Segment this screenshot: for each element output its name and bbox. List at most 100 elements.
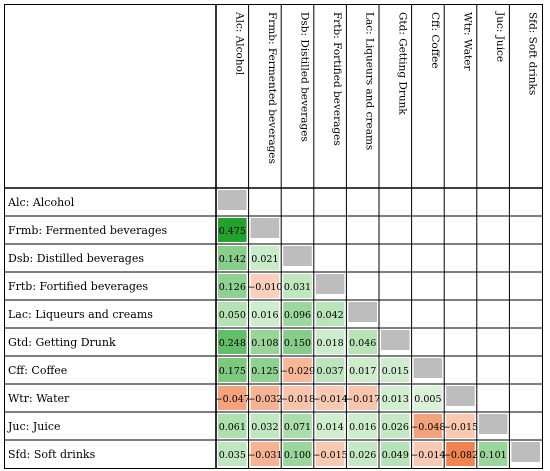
correlation-cell	[315, 442, 345, 466]
correlation-cell	[315, 330, 345, 354]
cell-value-label: 0.248	[219, 338, 246, 349]
correlation-cell	[283, 274, 312, 298]
cell-value-label: −0.014	[410, 450, 445, 461]
cell-value-label: −0.082	[443, 450, 478, 461]
row-label: Lac: Liqueurs and creams	[8, 308, 153, 321]
row-label: Sfd: Soft drinks	[8, 448, 96, 461]
correlation-cell	[348, 414, 377, 438]
cell-value-label: 0.142	[219, 254, 246, 265]
cell-value-label: 0.026	[349, 450, 376, 461]
cell-value-label: 0.100	[284, 450, 311, 461]
cell-value-label: 0.032	[251, 422, 278, 433]
correlation-cell	[381, 386, 410, 410]
table-border	[4, 4, 543, 469]
cell-value-label: −0.015	[313, 450, 348, 461]
column-header: Alc: Alcohol	[233, 11, 245, 76]
correlation-cell	[381, 414, 410, 438]
cell-value-label: 0.475	[219, 226, 246, 237]
correlation-cell	[381, 442, 410, 466]
cell-value-label: −0.015	[443, 422, 478, 433]
diagonal-cell	[315, 274, 345, 294]
correlation-cell	[348, 330, 377, 354]
cell-value-label: 0.015	[382, 366, 409, 377]
column-header: Frmb: Fermented beverages	[266, 12, 278, 164]
column-header: Wtr: Water	[462, 12, 474, 71]
correlation-cell	[283, 302, 312, 326]
diagonal-cell	[381, 330, 410, 350]
column-header: Cff: Coffee	[429, 12, 441, 69]
cell-value-label: −0.048	[410, 422, 445, 433]
row-label: Frtb: Fortified beverages	[8, 280, 148, 293]
cell-value-label: 0.071	[284, 422, 311, 433]
correlation-cell	[283, 386, 312, 410]
correlation-cell	[348, 358, 377, 382]
cell-value-label: 0.049	[382, 450, 409, 461]
correlation-cell	[218, 302, 247, 326]
diagonal-cell	[218, 190, 247, 210]
cell-value-label: 0.021	[251, 254, 278, 265]
cell-value-label: 0.108	[251, 338, 278, 349]
correlation-cell	[218, 274, 247, 298]
cell-value-label: 0.175	[219, 366, 246, 377]
diagonal-cell	[446, 386, 475, 406]
row-label: Juc: Juice	[7, 420, 61, 433]
correlation-cell	[218, 414, 247, 438]
cell-value-label: 0.125	[251, 366, 278, 377]
row-label: Gtd: Getting Drunk	[8, 336, 116, 349]
column-header: Juc: Juice	[494, 11, 506, 62]
cell-value-label: 0.026	[382, 422, 409, 433]
diagonal-cell	[478, 414, 508, 434]
row-label: Dsb: Distilled beverages	[8, 252, 144, 265]
correlation-cell	[250, 386, 280, 410]
column-header: Lac: Liqueurs and creams	[364, 12, 376, 150]
correlation-cell	[250, 414, 280, 438]
correlation-cell	[250, 358, 280, 382]
cell-value-label: 0.005	[414, 394, 441, 405]
correlation-cell	[218, 246, 247, 270]
column-header: Sfd: Soft drinks	[527, 12, 539, 95]
cell-value-label: −0.010	[247, 282, 282, 293]
cell-value-label: 0.061	[219, 422, 246, 433]
row-label: Frmb: Fermented beverages	[8, 224, 168, 237]
cell-value-label: 0.017	[349, 366, 376, 377]
cell-value-label: −0.017	[345, 394, 380, 405]
cell-value-label: 0.042	[316, 310, 343, 321]
correlation-cell	[413, 414, 443, 438]
correlation-cell	[413, 386, 443, 410]
correlation-cell	[250, 442, 280, 466]
cell-value-label: −0.014	[313, 394, 348, 405]
correlation-cell	[348, 386, 377, 410]
correlation-cell	[315, 414, 345, 438]
cell-value-label: 0.101	[479, 450, 506, 461]
diagonal-cell	[511, 442, 540, 462]
correlation-cell	[381, 358, 410, 382]
correlation-cell	[250, 246, 280, 270]
cell-value-label: 0.035	[219, 450, 246, 461]
cell-value-label: −0.047	[215, 394, 250, 405]
cell-value-label: 0.016	[251, 310, 278, 321]
cell-value-label: −0.031	[247, 450, 282, 461]
cell-value-label: 0.016	[349, 422, 376, 433]
correlation-cell	[218, 442, 247, 466]
diagonal-cell	[283, 246, 312, 266]
correlation-cell	[446, 442, 475, 466]
correlation-cell	[315, 358, 345, 382]
correlation-cell	[315, 386, 345, 410]
correlation-cell	[413, 442, 443, 466]
cell-value-label: −0.029	[280, 366, 315, 377]
diagonal-cell	[413, 358, 443, 378]
row-label: Cff: Coffee	[8, 364, 67, 377]
correlation-cell	[250, 302, 280, 326]
cell-value-label: 0.031	[284, 282, 311, 293]
correlation-cell	[478, 442, 508, 466]
cell-value-label: 0.050	[219, 310, 246, 321]
cell-value-label: 0.096	[284, 310, 311, 321]
cell-value-label: 0.037	[316, 366, 343, 377]
correlation-cell	[283, 414, 312, 438]
cell-value-label: 0.018	[316, 338, 343, 349]
row-label: Wtr: Water	[8, 392, 70, 405]
correlation-cell	[218, 330, 247, 354]
column-header: Dsb: Distilled beverages	[299, 12, 311, 142]
diagonal-cell	[348, 302, 377, 322]
